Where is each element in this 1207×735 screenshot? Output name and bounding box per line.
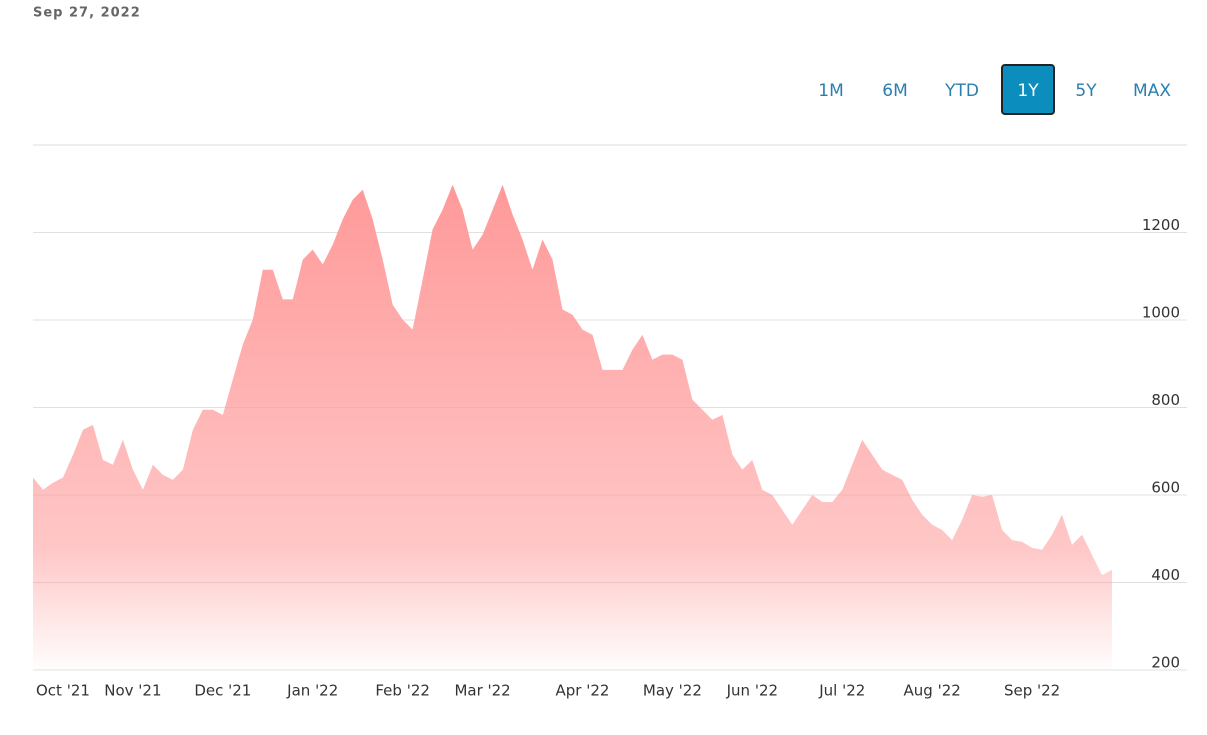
x-tick-label: Jun '22	[726, 682, 778, 700]
y-tick-label: 600	[1151, 479, 1180, 497]
x-tick-label: Oct '21	[36, 682, 90, 700]
y-tick-label: 200	[1151, 654, 1180, 672]
range-button[interactable]: 5Y	[1075, 81, 1097, 101]
y-tick-label: 400	[1151, 566, 1180, 584]
x-tick-label: Jul '22	[818, 682, 865, 700]
range-button[interactable]: 6M	[882, 81, 907, 101]
x-tick-label: Sep '22	[1004, 682, 1060, 700]
range-button[interactable]: 1M	[818, 81, 843, 101]
plot-area	[33, 184, 1112, 671]
range-button[interactable]: 1Y	[1001, 64, 1055, 115]
x-tick-label: Nov '21	[104, 682, 161, 700]
y-tick-label: 800	[1151, 391, 1180, 409]
range-button-label[interactable]: 6M	[882, 81, 907, 101]
range-button[interactable]: MAX	[1133, 81, 1171, 101]
area	[33, 184, 1112, 671]
range-button-label[interactable]: 1Y	[1017, 81, 1039, 101]
axes: 200 400 600 800 1000 1200 Oct '21 Nov '21 Dec '2…	[36, 216, 1180, 700]
x-tick-label: Apr '22	[556, 682, 610, 700]
y-tick-label: 1200	[1142, 216, 1180, 234]
y-tick-label: 1000	[1142, 304, 1180, 322]
range-button-label[interactable]: 5Y	[1075, 81, 1097, 101]
x-tick-label: Mar '22	[454, 682, 510, 700]
range-button[interactable]: YTD	[944, 81, 979, 101]
x-tick-label: Feb '22	[375, 682, 430, 700]
range-button-label[interactable]: YTD	[944, 81, 979, 101]
range-selector: 1M 6M YTD 1Y 5Y MAX	[818, 64, 1171, 115]
date-label: Sep 27, 2022	[33, 6, 141, 21]
x-tick-label: Aug '22	[904, 682, 961, 700]
x-tick-label: Jan '22	[286, 682, 338, 700]
x-tick-label: May '22	[643, 682, 702, 700]
range-button-label[interactable]: MAX	[1133, 81, 1171, 101]
range-button-label[interactable]: 1M	[818, 81, 843, 101]
range-button-bg[interactable]	[1001, 64, 1055, 115]
x-tick-label: Dec '21	[194, 682, 251, 700]
